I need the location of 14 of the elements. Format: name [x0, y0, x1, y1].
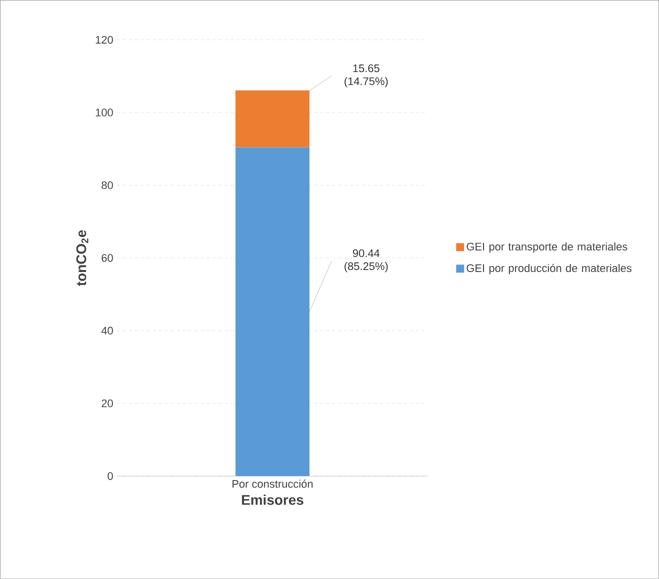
- y-tick-label: 80: [102, 181, 113, 190]
- legend-label: GEI por producción de materiales: [466, 264, 632, 274]
- y-tick-label: 120: [96, 36, 113, 44]
- x-tick-label: Por construcción: [232, 480, 313, 488]
- y-tick-label: 0: [108, 472, 113, 480]
- data-label: 90.44 (85.25%): [344, 249, 388, 272]
- data-label: 15.65 (14.75%): [344, 64, 388, 88]
- y-tick-label: 20: [102, 400, 113, 408]
- x-axis-title: Emisores: [242, 494, 304, 505]
- y-tick-label: 60: [102, 254, 113, 262]
- y-tick-label: 40: [101, 326, 113, 335]
- y-tick-label: 100: [96, 108, 113, 116]
- legend-label: GEI por transporte de materiales: [466, 242, 628, 253]
- y-axis-title: tonCO$_{2}$e: [76, 230, 88, 286]
